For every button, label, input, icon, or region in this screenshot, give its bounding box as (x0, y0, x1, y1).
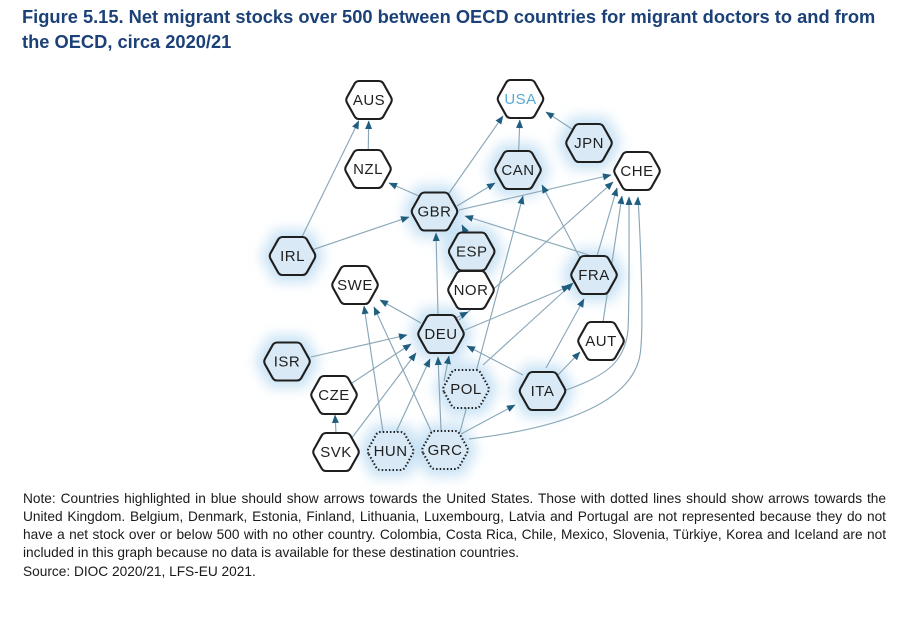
svg-text:NZL: NZL (353, 161, 383, 178)
svg-text:SWE: SWE (337, 277, 373, 294)
svg-text:ITA: ITA (531, 383, 555, 400)
svg-text:AUT: AUT (585, 333, 617, 350)
svg-text:GRC: GRC (428, 442, 463, 459)
svg-text:USA: USA (504, 91, 536, 108)
svg-text:NOR: NOR (454, 282, 489, 299)
svg-text:ISR: ISR (274, 354, 301, 371)
svg-text:JPN: JPN (574, 135, 604, 152)
svg-text:DEU: DEU (424, 326, 457, 343)
svg-text:CAN: CAN (501, 162, 534, 179)
svg-text:ESP: ESP (456, 244, 488, 261)
svg-text:AUS: AUS (353, 92, 385, 109)
svg-text:HUN: HUN (374, 443, 408, 460)
svg-text:CZE: CZE (318, 387, 350, 404)
svg-text:FRA: FRA (578, 267, 610, 284)
svg-text:IRL: IRL (280, 248, 305, 265)
svg-text:CHE: CHE (620, 163, 653, 180)
svg-text:GBR: GBR (417, 204, 451, 221)
svg-text:POL: POL (450, 381, 482, 398)
svg-text:SVK: SVK (320, 444, 352, 461)
